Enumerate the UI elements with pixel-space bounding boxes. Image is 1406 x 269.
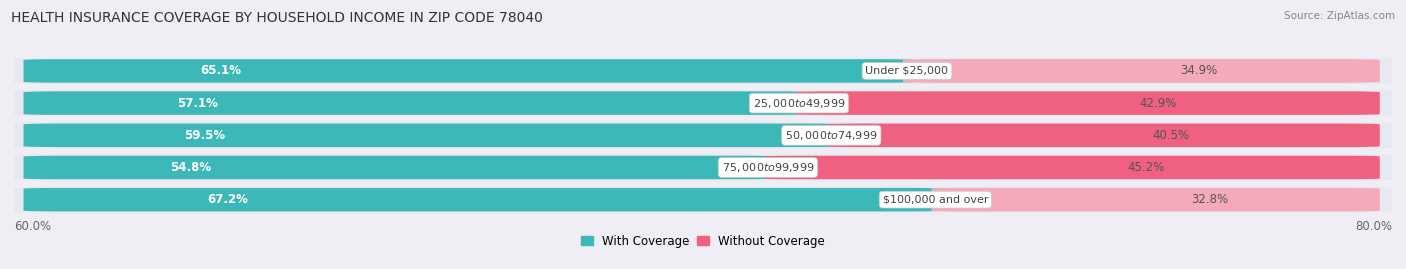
FancyBboxPatch shape [827, 123, 1379, 147]
FancyBboxPatch shape [24, 156, 775, 179]
FancyBboxPatch shape [903, 59, 1379, 83]
Text: 45.2%: 45.2% [1128, 161, 1166, 174]
FancyBboxPatch shape [14, 187, 1392, 213]
Text: 67.2%: 67.2% [207, 193, 247, 206]
Text: 60.0%: 60.0% [14, 220, 51, 233]
FancyBboxPatch shape [794, 91, 1379, 115]
Legend: With Coverage, Without Coverage: With Coverage, Without Coverage [576, 230, 830, 253]
Text: $25,000 to $49,999: $25,000 to $49,999 [752, 97, 845, 110]
Text: 32.8%: 32.8% [1191, 193, 1229, 206]
FancyBboxPatch shape [14, 154, 1392, 180]
Text: $50,000 to $74,999: $50,000 to $74,999 [785, 129, 877, 142]
Text: 65.1%: 65.1% [201, 65, 242, 77]
Text: 57.1%: 57.1% [177, 97, 218, 110]
FancyBboxPatch shape [14, 90, 1392, 116]
Text: Source: ZipAtlas.com: Source: ZipAtlas.com [1284, 11, 1395, 21]
Text: 54.8%: 54.8% [170, 161, 211, 174]
FancyBboxPatch shape [24, 91, 806, 115]
FancyBboxPatch shape [24, 188, 942, 211]
FancyBboxPatch shape [24, 123, 838, 147]
FancyBboxPatch shape [24, 59, 914, 83]
Text: 80.0%: 80.0% [1355, 220, 1392, 233]
Text: Under $25,000: Under $25,000 [866, 66, 949, 76]
Text: $75,000 to $99,999: $75,000 to $99,999 [721, 161, 814, 174]
FancyBboxPatch shape [763, 156, 1379, 179]
FancyBboxPatch shape [14, 122, 1392, 148]
Text: HEALTH INSURANCE COVERAGE BY HOUSEHOLD INCOME IN ZIP CODE 78040: HEALTH INSURANCE COVERAGE BY HOUSEHOLD I… [11, 11, 543, 25]
Text: 59.5%: 59.5% [184, 129, 225, 142]
Text: 40.5%: 40.5% [1152, 129, 1189, 142]
Text: 42.9%: 42.9% [1139, 97, 1177, 110]
FancyBboxPatch shape [14, 58, 1392, 84]
Text: 34.9%: 34.9% [1181, 65, 1218, 77]
Text: $100,000 and over: $100,000 and over [883, 195, 988, 205]
FancyBboxPatch shape [931, 188, 1379, 211]
